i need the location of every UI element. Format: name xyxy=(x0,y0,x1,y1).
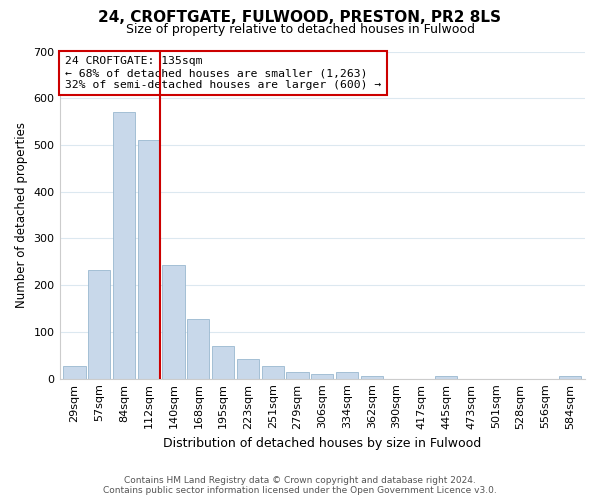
Y-axis label: Number of detached properties: Number of detached properties xyxy=(15,122,28,308)
Text: 24, CROFTGATE, FULWOOD, PRESTON, PR2 8LS: 24, CROFTGATE, FULWOOD, PRESTON, PR2 8LS xyxy=(98,10,502,25)
Bar xyxy=(262,366,284,378)
Bar xyxy=(212,346,234,378)
Bar xyxy=(237,359,259,378)
Bar xyxy=(63,366,86,378)
Bar xyxy=(88,270,110,378)
X-axis label: Distribution of detached houses by size in Fulwood: Distribution of detached houses by size … xyxy=(163,437,481,450)
Text: 24 CROFTGATE: 135sqm
← 68% of detached houses are smaller (1,263)
32% of semi-de: 24 CROFTGATE: 135sqm ← 68% of detached h… xyxy=(65,56,381,90)
Bar xyxy=(137,140,160,378)
Text: Size of property relative to detached houses in Fulwood: Size of property relative to detached ho… xyxy=(125,22,475,36)
Bar xyxy=(361,376,383,378)
Bar xyxy=(286,372,308,378)
Bar xyxy=(113,112,135,378)
Bar xyxy=(435,376,457,378)
Bar xyxy=(163,265,185,378)
Bar xyxy=(559,376,581,378)
Bar xyxy=(336,372,358,378)
Text: Contains HM Land Registry data © Crown copyright and database right 2024.
Contai: Contains HM Land Registry data © Crown c… xyxy=(103,476,497,495)
Bar xyxy=(187,320,209,378)
Bar xyxy=(311,374,334,378)
